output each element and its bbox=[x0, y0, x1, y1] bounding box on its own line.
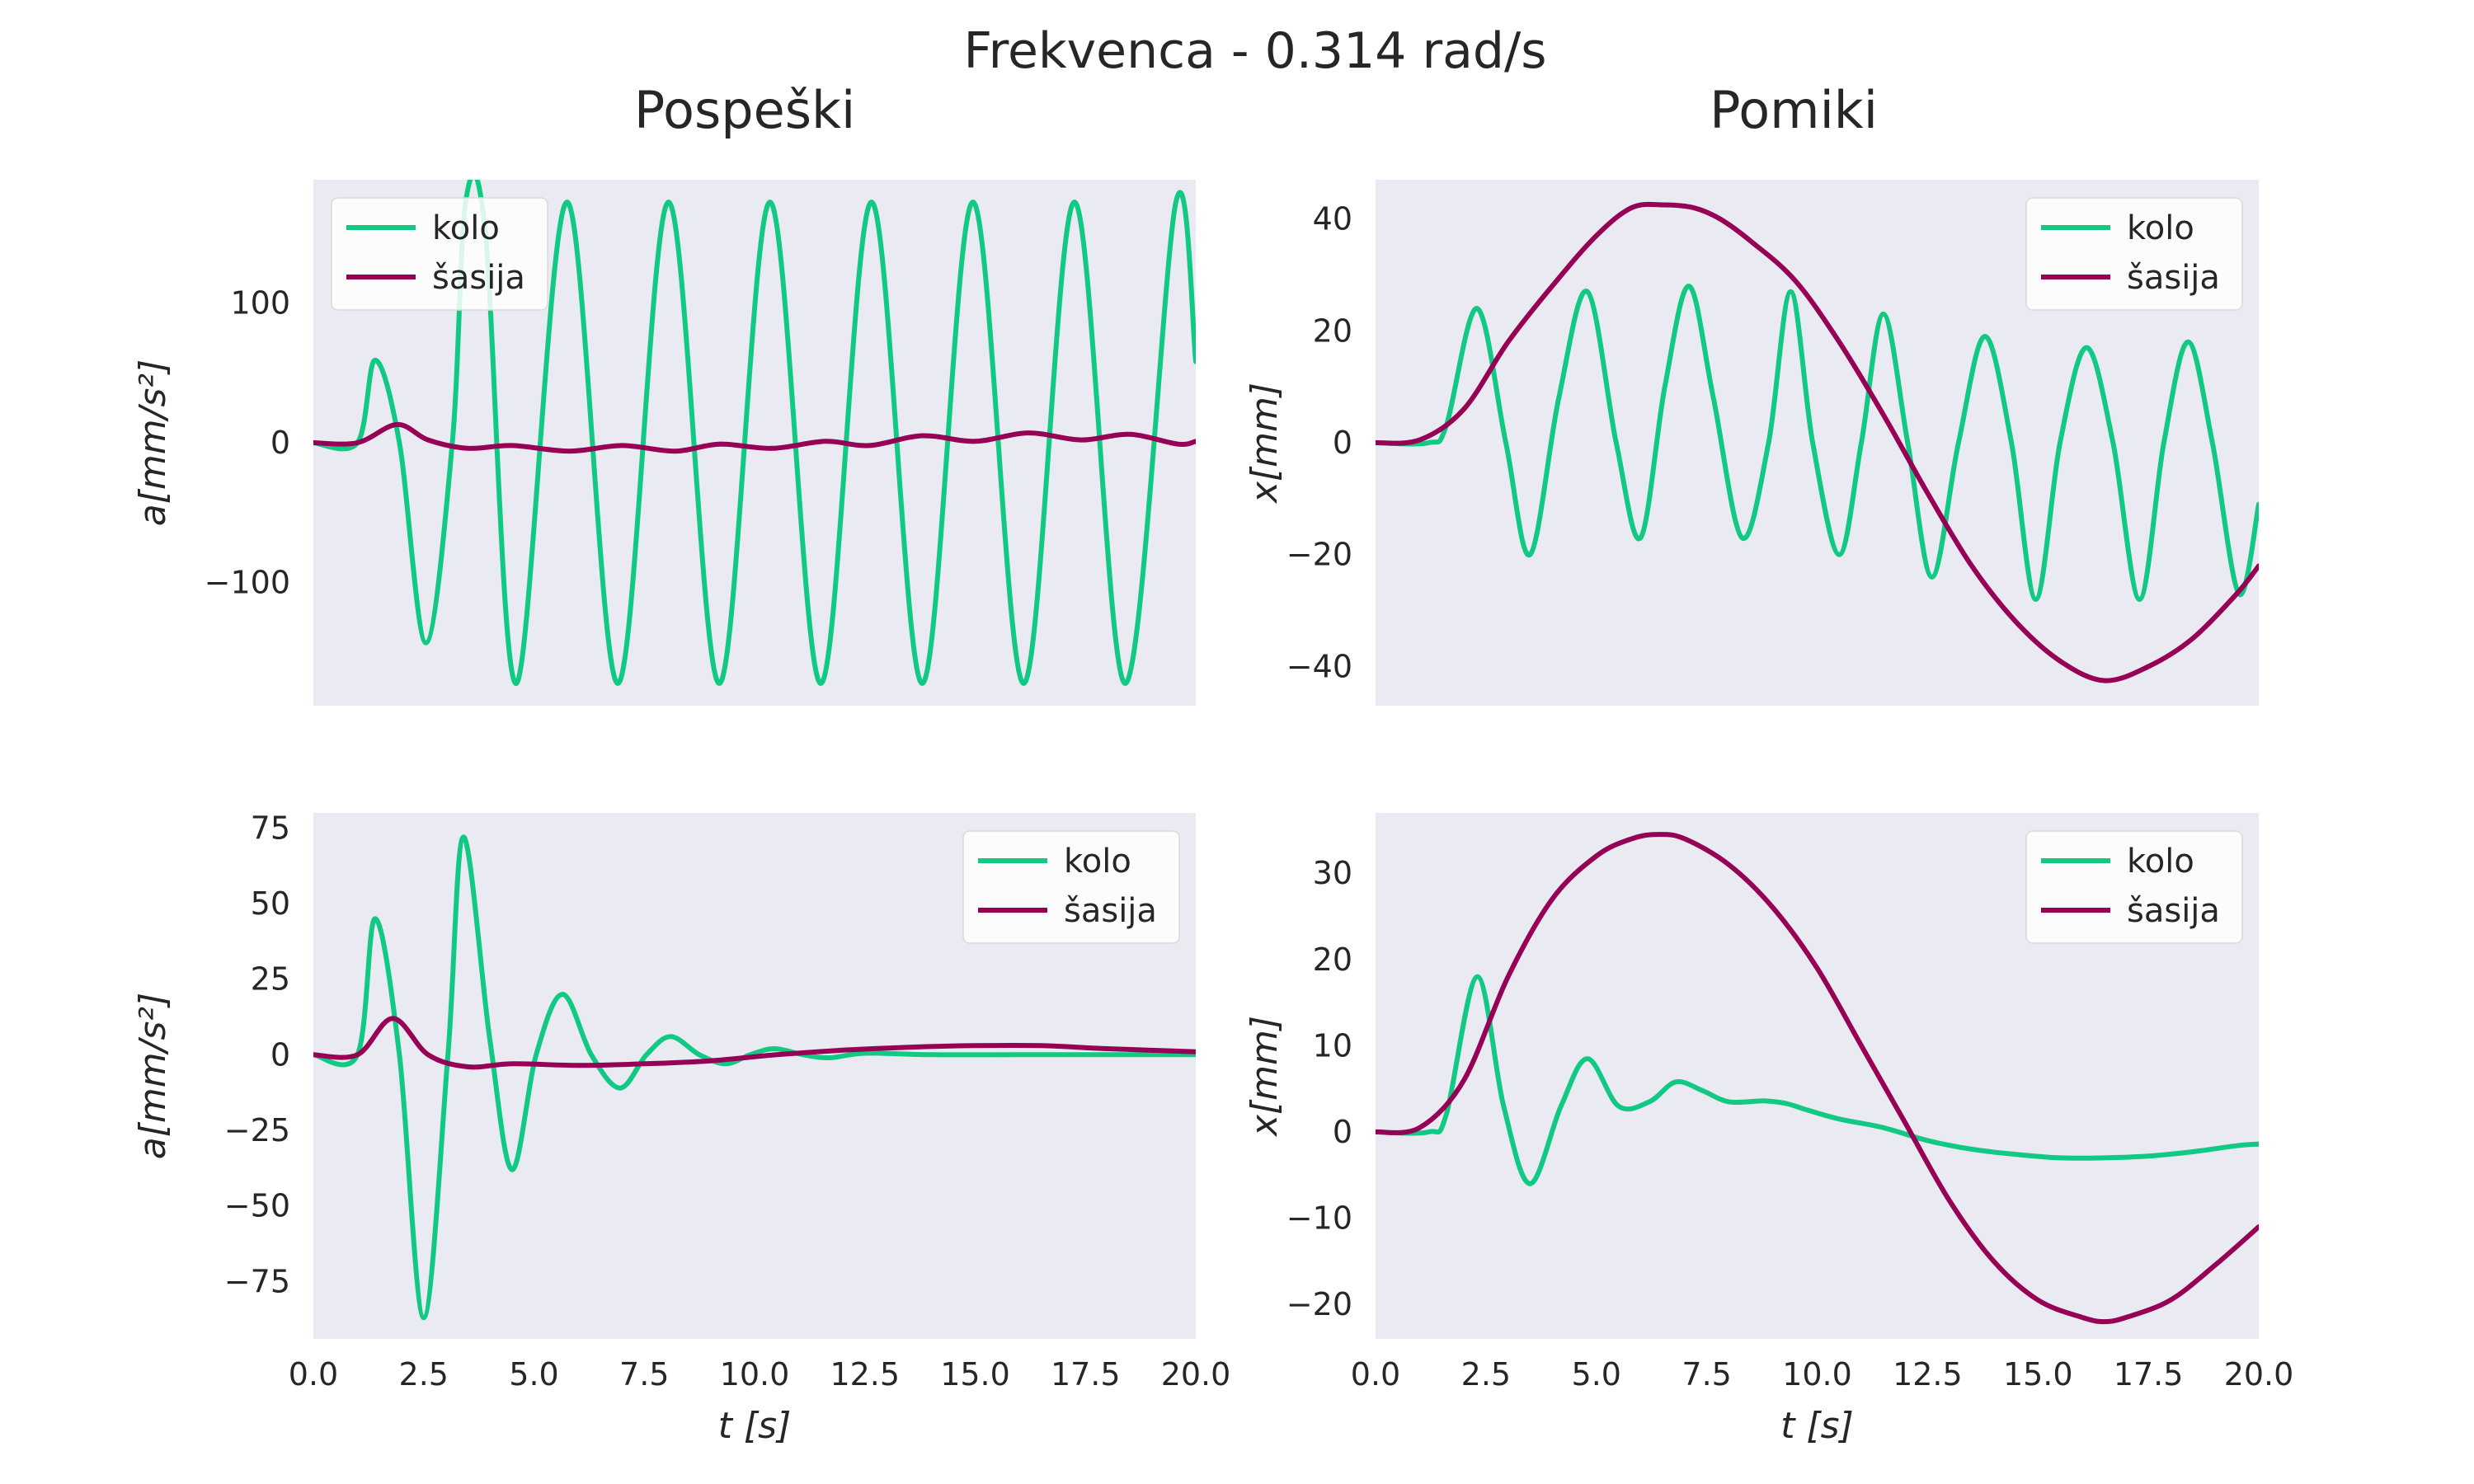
y-axis-label: a[mm/s²] bbox=[132, 993, 174, 1159]
x-tick-label: 7.5 bbox=[1681, 1356, 1731, 1392]
legend-label-sasija: šasija bbox=[2127, 259, 2220, 297]
series-line-kolo bbox=[1376, 974, 2259, 1186]
y-axis-label: a[mm/s²] bbox=[132, 359, 174, 526]
x-axis-label: t [s] bbox=[1780, 1405, 1854, 1447]
x-tick-label: 7.5 bbox=[619, 1356, 669, 1392]
panel-acc-bottom: −75 −50 −25 0 25 50 75 0.0 2.5 5.0 7.5 10.0 12.5 15.0… bbox=[132, 810, 1230, 1447]
legend-label-kolo: kolo bbox=[1064, 843, 1131, 881]
col-title-pomiki: Pomiki bbox=[1710, 80, 1878, 140]
y-tick-label: −100 bbox=[205, 565, 290, 601]
x-tick-label: 0.0 bbox=[1351, 1356, 1400, 1392]
series-line-sasija bbox=[313, 421, 1196, 454]
x-tick-label: 5.0 bbox=[1572, 1356, 1621, 1392]
y-tick-label: 0 bbox=[270, 425, 290, 461]
y-tick-label: 25 bbox=[251, 961, 290, 998]
y-tick-label: 20 bbox=[1313, 942, 1352, 978]
panel-acc-top: −100 0 100 a[mm/s²] kolo šasija bbox=[132, 180, 1196, 706]
y-tick-label: 50 bbox=[251, 885, 290, 922]
y-tick-label: 0 bbox=[1333, 1114, 1352, 1150]
x-axis-label: t [s] bbox=[718, 1405, 792, 1447]
y-tick-label: 40 bbox=[1313, 201, 1352, 237]
series-line-kolo bbox=[1376, 284, 2259, 602]
legend: kolo šasija bbox=[2025, 830, 2243, 944]
legend-label-kolo: kolo bbox=[2127, 209, 2194, 247]
x-tick-label: 15.0 bbox=[2003, 1356, 2073, 1392]
legend: kolo šasija bbox=[2025, 197, 2243, 311]
y-tick-label: 100 bbox=[230, 284, 290, 321]
series-lines bbox=[313, 834, 1196, 1321]
x-tick-label: 20.0 bbox=[2224, 1356, 2294, 1392]
panel-disp-bottom: −20 −10 0 10 20 30 0.0 2.5 5.0 7.5 10.0 12.5 15.0 17.… bbox=[1244, 813, 2293, 1447]
y-tick-label: 10 bbox=[1313, 1027, 1352, 1064]
y-tick-label: 0 bbox=[1333, 425, 1352, 461]
legend: kolo šasija bbox=[331, 197, 548, 311]
x-tick-label: 12.5 bbox=[1893, 1356, 1963, 1392]
series-line-kolo bbox=[313, 834, 1196, 1321]
x-tick-label: 12.5 bbox=[830, 1356, 900, 1392]
y-axis-label: x[mm] bbox=[1244, 1016, 1286, 1138]
y-tick-label: −20 bbox=[1286, 1286, 1352, 1322]
y-tick-label: 75 bbox=[251, 810, 290, 846]
y-axis-label: x[mm] bbox=[1244, 383, 1286, 505]
legend-label-kolo: kolo bbox=[2127, 843, 2194, 881]
panel-disp-top: −40 −20 0 20 40 x[mm] kolo šasija bbox=[1244, 180, 2259, 706]
series-lines bbox=[1376, 832, 2259, 1325]
y-tick-label: −50 bbox=[224, 1188, 290, 1224]
y-tick-label: −25 bbox=[224, 1112, 290, 1148]
legend-label-sasija: šasija bbox=[2127, 892, 2220, 930]
y-tick-label: −20 bbox=[1286, 537, 1352, 573]
legend: kolo šasija bbox=[962, 830, 1180, 944]
x-tick-label: 2.5 bbox=[1461, 1356, 1511, 1392]
series-line-sasija bbox=[1376, 832, 2259, 1325]
x-tick-label: 17.5 bbox=[1051, 1356, 1121, 1392]
series-lines bbox=[1376, 201, 2259, 683]
col-title-pospeski: Pospeški bbox=[634, 80, 855, 140]
y-tick-label: 30 bbox=[1313, 855, 1352, 891]
x-tick-label: 2.5 bbox=[399, 1356, 449, 1392]
suptitle: Frekvenca - 0.314 rad/s bbox=[964, 22, 1547, 80]
y-tick-label: −40 bbox=[1286, 648, 1352, 684]
x-tick-label: 17.5 bbox=[2114, 1356, 2184, 1392]
x-tick-label: 0.0 bbox=[289, 1356, 338, 1392]
y-tick-label: 20 bbox=[1313, 312, 1352, 349]
series-line-sasija bbox=[313, 1016, 1196, 1070]
series-line-sasija bbox=[1376, 201, 2259, 683]
y-tick-label: −10 bbox=[1286, 1200, 1352, 1237]
x-tick-label: 15.0 bbox=[940, 1356, 1010, 1392]
x-tick-label: 10.0 bbox=[1782, 1356, 1852, 1392]
legend-label-sasija: šasija bbox=[1064, 892, 1157, 930]
x-tick-label: 10.0 bbox=[720, 1356, 790, 1392]
x-tick-label: 20.0 bbox=[1161, 1356, 1231, 1392]
y-tick-label: 0 bbox=[270, 1036, 290, 1073]
x-tick-label: 5.0 bbox=[509, 1356, 558, 1392]
legend-label-sasija: šasija bbox=[432, 259, 525, 297]
legend-label-kolo: kolo bbox=[432, 209, 500, 247]
y-tick-label: −75 bbox=[224, 1263, 290, 1299]
